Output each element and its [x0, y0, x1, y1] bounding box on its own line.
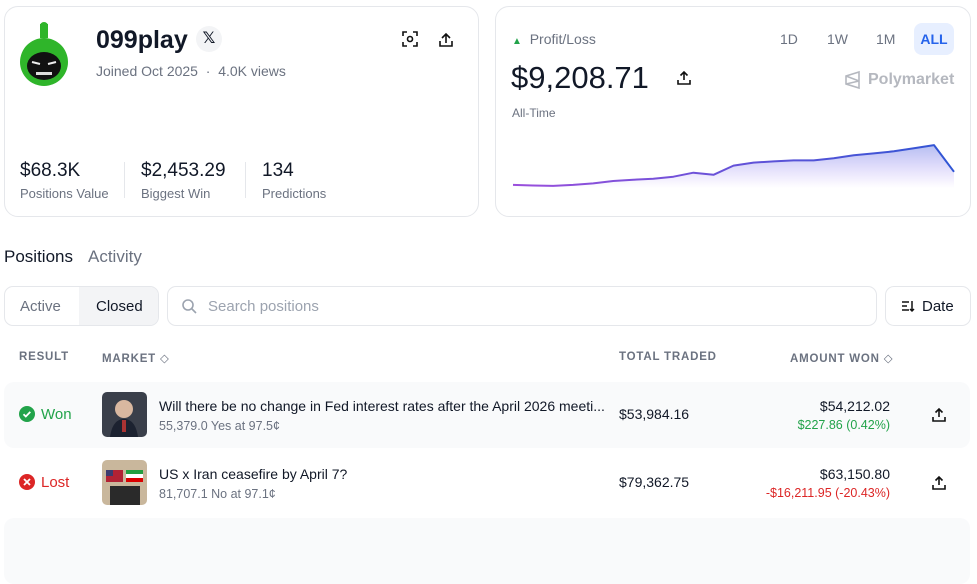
stat-value: $68.3K	[20, 160, 81, 181]
stat-value: $2,453.29	[141, 160, 226, 181]
market-detail: 81,707.1 No at 97.1¢	[159, 487, 276, 501]
position-row[interactable]	[4, 518, 970, 584]
toggle-active-bg	[79, 287, 158, 325]
market-thumb	[102, 392, 147, 437]
total-traded: $79,362.75	[619, 474, 690, 490]
stat: $68.3K Positions Value	[20, 160, 109, 201]
sort-icon	[902, 301, 915, 313]
joined: Joined Oct 2025 · 4.0K views	[96, 63, 286, 79]
col-market-text: MARKET	[102, 353, 156, 365]
result: Won	[41, 406, 72, 423]
divider	[245, 162, 246, 198]
share-pnl[interactable]	[676, 70, 692, 86]
stat-label: Biggest Win	[141, 186, 211, 201]
market-detail: 55,379.0 Yes at 97.5¢	[159, 419, 280, 433]
stat: $2,453.29 Biggest Win	[141, 160, 226, 201]
search-box[interactable]	[167, 286, 877, 326]
market-title[interactable]: US x Iran ceasefire by April 7?	[159, 466, 348, 482]
sort-label: Date	[922, 298, 954, 315]
pnl-amount: $9,208.71	[511, 60, 649, 95]
pnl-label-text: Profit/Loss	[529, 31, 596, 47]
search-icon	[182, 299, 197, 314]
result: Lost	[41, 474, 70, 491]
username: 099play	[96, 26, 188, 54]
range-all[interactable]: ALL	[914, 23, 954, 55]
separator: ·	[205, 63, 211, 79]
stat-label: Predictions	[262, 186, 327, 201]
tab-positions[interactable]: Positions	[4, 247, 73, 266]
toggle-group	[4, 286, 159, 326]
share-button[interactable]	[439, 32, 453, 47]
range-1w[interactable]: 1W	[827, 31, 848, 47]
pnl-line	[512, 144, 955, 187]
search-placeholder: Search positions	[208, 298, 319, 315]
col-traded: TOTAL TRADED	[619, 351, 717, 363]
pnl-change: -$16,211.95 (-20.43%)	[765, 486, 890, 500]
col-won-text: AMOUNT WON	[790, 353, 880, 365]
tab-activity[interactable]: Activity	[88, 247, 142, 266]
stat-value: 134	[262, 160, 294, 181]
won-icon	[19, 406, 35, 422]
stat: 134 Predictions	[262, 160, 326, 201]
position-row[interactable]	[4, 450, 970, 516]
total-traded: $53,984.16	[619, 406, 690, 422]
market-title[interactable]: Will there be no change in Fed interest …	[159, 398, 605, 414]
brand-logo	[845, 70, 860, 90]
joined-date: Joined Oct 2025	[96, 63, 198, 79]
range-1m[interactable]: 1M	[876, 31, 896, 47]
lost-icon	[19, 474, 35, 490]
filter-closed[interactable]: Closed	[96, 298, 143, 315]
pnl-chart	[512, 144, 955, 188]
profile-card	[4, 6, 479, 217]
market-thumb	[102, 460, 147, 505]
share-row[interactable]	[931, 407, 947, 423]
x-link[interactable]: 𝕏	[196, 26, 222, 52]
share-row[interactable]	[931, 475, 947, 491]
profile-actions	[402, 31, 453, 47]
filter-active[interactable]: Active	[20, 298, 61, 315]
range-1d[interactable]: 1D	[780, 31, 798, 47]
qr-button[interactable]	[402, 31, 418, 47]
pnl-change: $227.86 (0.42%)	[797, 418, 890, 432]
amount-won: $63,150.80	[819, 466, 890, 482]
col-market[interactable]: MARKET ◇	[102, 353, 170, 365]
pnl-period: All-Time	[512, 106, 556, 120]
col-won[interactable]: AMOUNT WON ◇	[790, 353, 894, 365]
divider	[124, 162, 125, 198]
brand: Polymarket	[868, 71, 955, 88]
pnl-label: ▲ Profit/Loss	[512, 31, 596, 47]
page: {"profile":{"name":"099play","joined":"J…	[4, 6, 971, 516]
sort-button[interactable]	[885, 286, 971, 326]
views: 4.0K views	[218, 63, 286, 79]
position-row[interactable]	[4, 382, 970, 448]
amount-won: $54,212.02	[819, 398, 890, 414]
stat-label: Positions Value	[20, 186, 109, 201]
avatar	[20, 22, 68, 86]
col-result: RESULT	[19, 351, 69, 363]
